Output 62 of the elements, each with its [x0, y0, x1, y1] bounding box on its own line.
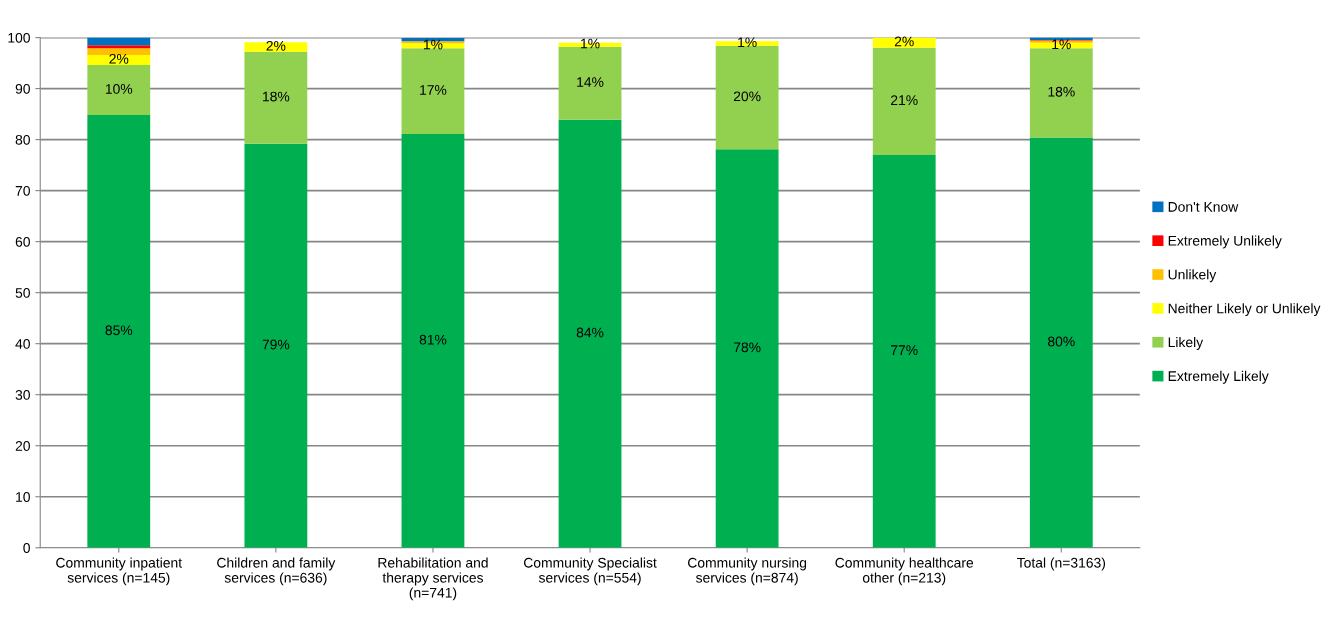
data-label: 80%: [1048, 336, 1075, 347]
x-tick-label: Children and family services (n=636): [217, 557, 336, 586]
data-label: 2%: [266, 40, 286, 51]
bar: [715, 45, 779, 150]
legend-label: Extremely Unlikely: [1168, 235, 1282, 249]
bar: [244, 42, 308, 52]
bar: [872, 154, 936, 548]
data-label: 21%: [891, 95, 918, 106]
bar: [87, 48, 151, 55]
data-label: 77%: [891, 345, 918, 355]
data-label: 2%: [109, 53, 129, 64]
data-label: 2%: [894, 36, 914, 47]
data-label: 78%: [733, 342, 761, 353]
bar: [87, 65, 151, 116]
data-label: 18%: [263, 91, 290, 102]
y-tick-label: 80: [15, 134, 30, 145]
data-label: 10%: [105, 84, 133, 94]
bar: [244, 143, 308, 548]
legend-label: Unlikely: [1168, 269, 1217, 283]
x-tick-label: Community inpatient services (n=145): [56, 557, 182, 586]
bar: [87, 54, 151, 66]
bar: [558, 119, 622, 548]
y-tick-label: 40: [15, 339, 30, 349]
y-tick-label: 0: [23, 543, 30, 553]
legend-label: Neither Likely or Unlikely: [1168, 303, 1321, 317]
legend-label: Don't Know: [1168, 202, 1239, 212]
bar: [1029, 48, 1093, 138]
data-label: 79%: [262, 339, 290, 350]
data-label: 85%: [105, 325, 133, 336]
data-label: 20%: [733, 91, 761, 102]
data-label: 81%: [419, 334, 447, 345]
legend-label: Likely: [1168, 337, 1204, 350]
y-tick-label: 100: [8, 32, 30, 43]
data-label: 14%: [577, 77, 604, 87]
bar: [244, 51, 308, 144]
data-label: 1%: [1052, 39, 1071, 50]
bar: [87, 45, 151, 49]
y-tick-label: 90: [15, 83, 30, 94]
data-label: 84%: [576, 327, 604, 338]
y-tick-label: 50: [15, 287, 30, 298]
y-tick-label: 10: [16, 492, 30, 502]
bar: [872, 47, 936, 155]
data-label: 17%: [420, 85, 447, 95]
bar: [1029, 137, 1093, 548]
y-tick-label: 60: [15, 236, 30, 247]
data-label: 1%: [423, 39, 443, 50]
bar: [872, 37, 936, 48]
x-tick-label: Community nursing services (n=874): [688, 557, 807, 586]
bar: [87, 115, 151, 548]
x-tick-label: Community Specialist services (n=554): [523, 557, 657, 586]
x-tick-label: Rehabilitation and therapy services (n=741): [378, 557, 488, 601]
y-tick-label: 70: [15, 185, 30, 196]
bar: [87, 37, 151, 46]
x-tick-label: Total (n=3163): [1017, 557, 1106, 571]
y-tick-label: 20: [15, 441, 30, 451]
x-tick-label: Community healthcare other (n=213): [835, 557, 974, 586]
bar: [715, 149, 779, 548]
data-label: 18%: [1048, 86, 1075, 97]
bar: [401, 48, 465, 134]
y-tick-label: 30: [15, 390, 30, 400]
legend-label: Extremely Likely: [1168, 370, 1269, 384]
bar: [401, 133, 465, 548]
